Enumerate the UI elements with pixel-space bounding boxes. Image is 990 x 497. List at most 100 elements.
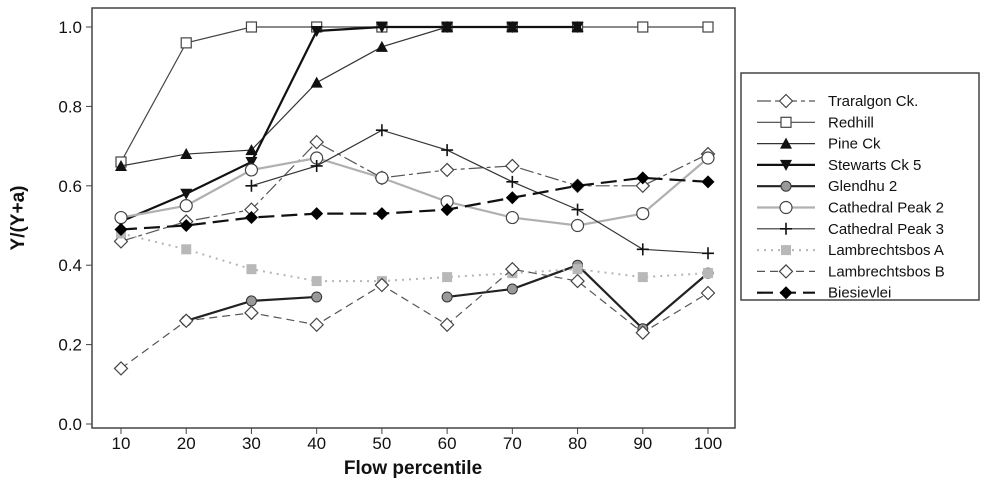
legend-item: Cathedral Peak 3 xyxy=(757,221,944,238)
data-point xyxy=(114,222,128,236)
x-tick-label: 40 xyxy=(307,434,326,453)
x-axis-label: Flow percentile xyxy=(344,458,482,479)
legend-item: Glendhu 2 xyxy=(757,178,897,195)
data-point xyxy=(245,295,257,307)
data-point xyxy=(181,244,192,255)
x-tick-label: 60 xyxy=(438,434,457,453)
series-lambrechtsbos-b xyxy=(113,261,716,376)
data-point xyxy=(570,218,585,233)
series-cathedral-peak-2 xyxy=(114,151,715,233)
data-point xyxy=(375,22,388,33)
legend-marker xyxy=(780,137,792,149)
legend-label: Pine Ck xyxy=(828,136,881,153)
legend-item: Biesievlei xyxy=(757,285,891,302)
data-point xyxy=(115,159,127,171)
data-point xyxy=(701,151,715,165)
x-tick-label: 30 xyxy=(242,434,261,453)
data-point xyxy=(439,162,455,178)
data-point xyxy=(637,272,648,283)
data-point xyxy=(572,264,583,275)
y-tick-label: 0.6 xyxy=(58,177,82,196)
data-point xyxy=(309,317,325,333)
legend-label: Stewarts Ck 5 xyxy=(828,157,921,174)
legend-label: Biesievlei xyxy=(828,285,891,302)
data-point xyxy=(375,171,389,185)
legend-marker xyxy=(780,180,792,192)
data-point xyxy=(179,199,193,213)
data-point xyxy=(506,283,518,295)
series-line xyxy=(120,25,578,223)
data-point xyxy=(703,268,713,279)
legend-item: Traralgon Ck. xyxy=(757,93,918,110)
legend-label: Glendhu 2 xyxy=(828,178,897,195)
data-point xyxy=(375,124,388,137)
data-point xyxy=(309,134,325,150)
y-tick-label: 1.0 xyxy=(58,18,82,37)
data-point xyxy=(702,247,714,260)
data-point xyxy=(178,313,194,329)
data-point xyxy=(311,291,323,303)
data-point xyxy=(505,210,519,225)
legend-item: Cathedral Peak 2 xyxy=(757,200,944,217)
series-line xyxy=(120,176,709,231)
data-point xyxy=(635,325,651,341)
series-line xyxy=(120,268,709,369)
data-point xyxy=(245,21,258,33)
x-tick-label: 10 xyxy=(112,434,131,453)
series-line xyxy=(120,156,709,227)
legend-label: Redhill xyxy=(828,114,874,131)
data-point xyxy=(311,276,322,287)
legend-label: Cathedral Peak 2 xyxy=(828,200,944,217)
data-point xyxy=(114,210,128,225)
x-axis-ticks: 10 20 30 40 50 60 70 80 90 100 xyxy=(112,428,722,453)
data-point xyxy=(636,206,650,221)
data-point xyxy=(310,207,324,221)
data-point xyxy=(441,22,454,33)
data-point xyxy=(702,21,714,33)
y-tick-label: 0.2 xyxy=(58,336,82,355)
data-point xyxy=(310,25,323,37)
data-point xyxy=(179,219,193,232)
data-point xyxy=(440,203,454,217)
data-point xyxy=(506,175,519,188)
y-axis-ticks: 0.0 0.2 0.4 0.6 0.8 1.0 xyxy=(58,18,92,434)
legend-label: Lambrechtsbos A xyxy=(828,242,944,259)
legend-marker xyxy=(778,264,794,279)
data-point xyxy=(113,361,129,376)
legend-marker xyxy=(780,116,792,128)
legend-marker xyxy=(779,286,793,300)
data-point xyxy=(246,264,257,275)
legend-label: Lambrechtsbos B xyxy=(828,263,945,280)
data-point xyxy=(505,191,519,205)
plot-frame xyxy=(91,7,736,429)
x-tick-label: 70 xyxy=(503,434,522,453)
data-point xyxy=(506,22,519,33)
y-tick-label: 0.0 xyxy=(58,415,82,434)
data-point xyxy=(636,243,649,256)
data-point xyxy=(244,163,259,177)
legend-item: Redhill xyxy=(757,114,874,131)
data-point xyxy=(571,22,584,33)
legend-item: Stewarts Ck 5 xyxy=(757,157,921,174)
data-point xyxy=(374,277,390,293)
x-tick-label: 50 xyxy=(372,434,391,453)
data-point xyxy=(571,203,584,216)
legend-item: Pine Ck xyxy=(757,136,881,153)
data-point xyxy=(180,37,192,49)
data-point xyxy=(504,261,520,277)
y-axis-label: Y/(Y+a) xyxy=(8,186,29,251)
data-point xyxy=(636,171,650,185)
data-point xyxy=(439,317,455,333)
data-point xyxy=(441,291,453,303)
data-point xyxy=(375,207,389,221)
data-point xyxy=(310,76,323,88)
data-point xyxy=(245,144,258,156)
legend-marker xyxy=(781,245,791,256)
x-tick-label: 20 xyxy=(177,434,196,453)
data-point xyxy=(245,179,258,192)
data-point xyxy=(701,175,715,189)
series-biesievlei xyxy=(114,171,715,236)
data-point xyxy=(310,159,323,172)
data-point xyxy=(571,179,585,193)
